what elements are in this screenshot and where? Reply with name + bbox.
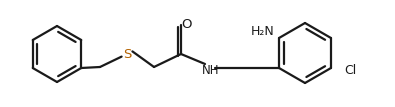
Text: Cl: Cl — [344, 63, 356, 77]
Text: O: O — [181, 18, 191, 30]
Text: S: S — [123, 48, 131, 60]
Text: H₂N: H₂N — [250, 25, 274, 37]
Text: NH: NH — [202, 63, 220, 77]
